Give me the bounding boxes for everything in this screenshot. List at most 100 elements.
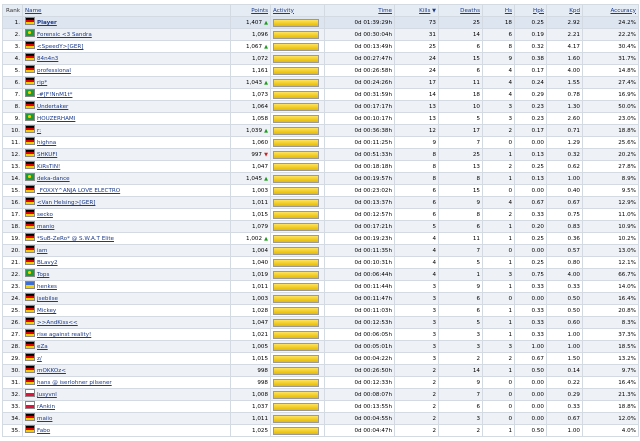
player-name-link[interactable]: rip* [37,80,48,86]
player-name-link[interactable]: highna [37,140,57,146]
accuracy-cell: 10.2% [582,232,639,245]
player-name-link[interactable]: <SpeedY>[GER] [37,44,84,50]
player-name-cell: 84n4n3 [22,52,231,65]
activity-column-header[interactable]: Activity [270,4,325,17]
deaths-cell: 13 [438,160,483,173]
player-name-link[interactable]: henkes [37,284,57,290]
hs-cell: 0 [482,184,515,197]
player-name-link[interactable]: rise against reality! [37,332,92,338]
player-name-link[interactable]: BLavy2 [37,260,58,266]
points-cell: 1,040 [230,256,271,269]
player-name-link[interactable]: _FOXXY^ANJA LOVE ELECTRO [37,188,121,194]
points-column-header[interactable]: Points [230,4,271,17]
kpd-column-header[interactable]: Kpd [546,4,583,17]
points-value: 1,025 [251,427,268,434]
activity-cell [270,148,325,161]
player-name-link[interactable]: jsebilse [37,296,58,302]
player-name-link[interactable]: Player [37,20,57,26]
player-name-link[interactable]: z/ [37,356,42,362]
country-flag-icon [25,173,35,181]
activity-bar [273,403,319,411]
deaths-cell: 3 [438,340,483,353]
kpd-sort-link[interactable]: Kpd [569,7,580,14]
player-name-link[interactable]: *SuB-ZeRo* @ S.W.A.T Elite [37,236,115,242]
deaths-cell: 2 [438,424,483,437]
time-cell: 0d 00:27:47h [324,52,395,65]
accuracy-cell: 9.5% [582,184,639,197]
activity-bar [273,355,319,363]
activity-sort-link[interactable]: Activity [273,7,294,14]
player-name-link[interactable]: -#[F!NnM1t* [37,92,73,98]
player-name-link[interactable]: SHKUFI [37,152,58,158]
country-flag-icon [25,209,35,217]
player-name-link[interactable]: HOUZERHAMI [37,116,76,122]
time-cell: 0d 00:11:35h [324,244,395,257]
kpd-cell: 0.57 [546,244,583,257]
player-name-link[interactable]: maiio [37,416,53,422]
player-name-link[interactable]: Tops [37,272,50,278]
rank-cell: 34. [2,412,23,425]
player-name-link[interactable]: Undertaker [37,104,69,110]
hs-column-header[interactable]: Hs [482,4,515,17]
player-name-link[interactable]: professional [37,68,71,74]
player-name-link[interactable]: KiRsTiN! [37,164,61,170]
player-name-link[interactable]: >>AndKiss<< [37,320,78,326]
activity-bar-fill [274,248,318,254]
accuracy-cell: 21.3% [582,388,639,401]
hpk-column-header[interactable]: Hpk [514,4,547,17]
player-name-link[interactable]: Forensic <3 Sandra [37,32,92,38]
accuracy-column-header[interactable]: Accuracy [582,4,639,17]
player-name-link[interactable]: rAnkin [37,404,56,410]
table-row: 25. Mickey 1,028 0d 00:11:03h 3 6 1 0.33 0.50 20.… [2,304,639,317]
time-cell: 0d 00:23:02h [324,184,395,197]
hs-cell: 0 [482,136,515,149]
kills-column-header[interactable]: Kills ▼ [394,4,439,17]
player-name-link[interactable]: Jusyvnl [37,392,57,398]
player-name-cell: secko [22,208,231,221]
deaths-cell: 6 [438,400,483,413]
player-name-link[interactable]: iam [37,248,48,254]
table-row: 3. <SpeedY>[GER] 1,067 ▲ 0d 00:13:49h 25 6 8 0.3… [2,40,639,53]
activity-bar [273,343,319,351]
deaths-sort-link[interactable]: Deaths [460,7,480,14]
name-column-header[interactable]: Name [22,4,231,17]
player-name-link[interactable]: secko [37,212,53,218]
player-name-link[interactable]: Fabo [37,428,51,434]
points-sort-link[interactable]: Points [251,7,268,14]
accuracy-cell: 12.0% [582,412,639,425]
activity-cell [270,88,325,101]
player-name-link[interactable]: <Van Helsing>[GER] [37,200,96,206]
ranking-rows: 1. Player 1,407 ▲ 0d 01:39:29h 73 25 18 0.25 2.92… [2,16,639,437]
kpd-cell: 1.29 [546,136,583,149]
player-name-link[interactable]: eZa [37,344,48,350]
points-cell: 1,060 [230,136,271,149]
hpk-cell: 0.17 [514,124,547,137]
hpk-sort-link[interactable]: Hpk [533,7,544,14]
kpd-cell: 0.50 [546,292,583,305]
hs-cell: 0 [482,400,515,413]
player-name-link[interactable]: Mickey [37,308,57,314]
player-name-link[interactable]: 84n4n3 [37,56,59,62]
player-name-link[interactable]: r: [37,128,42,134]
player-name-link[interactable]: deka-dance [37,176,70,182]
player-name-link[interactable]: manio [37,224,55,230]
time-column-header[interactable]: Time [324,4,395,17]
table-row: 1. Player 1,407 ▲ 0d 01:39:29h 73 25 18 0.25 2.92… [2,16,639,29]
player-name-link[interactable]: hans @ iserlohner pilsener [37,380,112,386]
name-sort-link[interactable]: Name [25,7,42,14]
kpd-cell: 0.33 [546,280,583,293]
trend-down-icon: ▼ [264,152,268,158]
country-flag-icon [25,341,35,349]
kills-sort-link[interactable]: Kills [419,7,431,14]
deaths-column-header[interactable]: Deaths [438,4,483,17]
kpd-cell: 0.32 [546,148,583,161]
country-flag-icon [25,293,35,301]
country-flag-icon [25,413,35,421]
player-name-link[interactable]: mOKKOz< [37,368,66,374]
activity-bar [273,103,319,111]
time-sort-link[interactable]: Time [378,7,392,14]
accuracy-sort-link[interactable]: Accuracy [610,7,636,14]
table-row: 22. Tops 1,019 0d 00:06:44h 4 1 3 0.75 4.00 66.7% [2,268,639,281]
deaths-cell: 6 [438,40,483,53]
hs-sort-link[interactable]: Hs [504,7,512,14]
